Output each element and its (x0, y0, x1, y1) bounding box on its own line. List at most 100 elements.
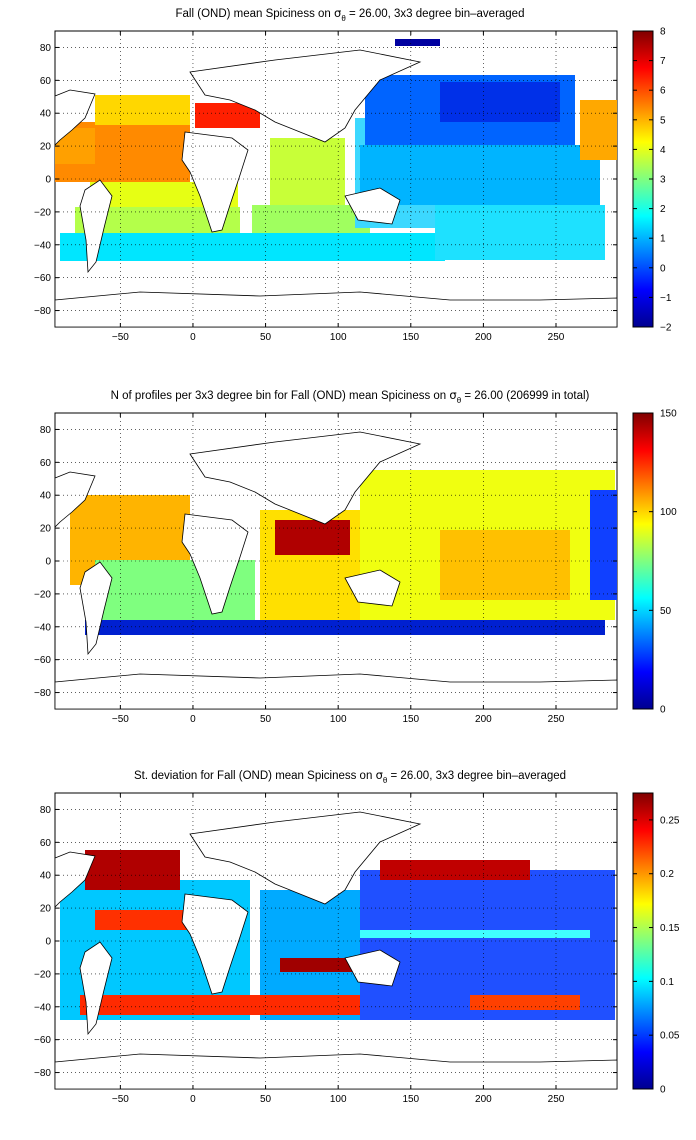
y-tick-label: 0 (45, 937, 51, 948)
field-pacific-north-core (440, 82, 560, 122)
colorbar-ticks: 0.25 0.2 0.15 0.1 0.05 0 (633, 815, 680, 1096)
x-tick-label: 0 (190, 714, 196, 725)
y-tick-label: 40 (40, 109, 52, 120)
y-tick-label: −60 (34, 655, 51, 666)
x-tick-label: 250 (548, 714, 565, 725)
field-atlantic-mid (95, 95, 190, 125)
colorbar-tick-label: 0.15 (660, 923, 680, 934)
field-indian-band (280, 958, 365, 972)
y-tick-label: 60 (40, 458, 52, 469)
y-tick-label: −20 (34, 207, 51, 218)
y-tick-label: −80 (34, 688, 51, 699)
x-tick-label: −50 (112, 714, 129, 725)
land-europe-asia (189, 49, 422, 143)
field-pacific-tropical (360, 145, 600, 205)
panel-profile-count: N of profiles per 3x3 degree bin for Fal… (34, 388, 677, 725)
field-indian-hotspot (275, 520, 350, 555)
x-tick-label: −50 (112, 332, 129, 343)
x-tick-label: 200 (475, 714, 492, 725)
colorbar-tick-label: 8 (660, 27, 666, 38)
x-tick-label: 250 (548, 1094, 565, 1105)
field-pacific-north-band (380, 860, 530, 880)
y-tick-label: −60 (34, 1035, 51, 1046)
field-atlantic-hotspot (85, 850, 180, 890)
panel-title: St. deviation for Fall (OND) mean Spicin… (134, 768, 566, 785)
y-tick-label: −40 (34, 1002, 51, 1013)
colorbar-tick-label: 1 (660, 234, 666, 245)
colorbar-tick-label: 50 (660, 606, 672, 617)
y-tick-label: 80 (40, 425, 52, 436)
y-axis: 80 60 40 20 0 −20 −40 −60 −80 (34, 425, 617, 699)
x-tick-label: −50 (112, 1094, 129, 1105)
field-pacific-east (580, 100, 617, 160)
y-tick-label: 80 (40, 43, 52, 54)
land-america (54, 89, 113, 274)
colorbar-tick-label: 150 (660, 409, 677, 420)
grid-lines (55, 31, 617, 327)
land-antarctica (54, 673, 618, 710)
colorbar-ticks: 8 7 6 5 4 3 2 1 0 −1 −2 (633, 27, 672, 334)
colorbar-tick-label: 0 (660, 1085, 666, 1096)
field-indian-north (270, 138, 345, 208)
panel-spiciness-mean: Fall (OND) mean Spiciness on σθ = 26.00,… (34, 6, 672, 343)
land-masks (54, 431, 618, 710)
y-tick-label: −60 (34, 273, 51, 284)
colorbar-tick-label: −1 (660, 293, 672, 304)
land-africa (181, 131, 249, 233)
field-arctic-bins (395, 39, 440, 46)
y-tick-label: −20 (34, 969, 51, 980)
x-tick-label: 100 (330, 332, 347, 343)
land-europe-asia (189, 811, 422, 905)
field-southern-band (60, 233, 445, 261)
panel-spiciness-std: St. deviation for Fall (OND) mean Spicin… (34, 768, 680, 1105)
y-tick-label: 40 (40, 871, 52, 882)
colorbar-tick-label: 4 (660, 145, 666, 156)
colorbar (632, 792, 654, 1090)
panel-title: N of profiles per 3x3 degree bin for Fal… (111, 388, 590, 405)
x-tick-label: 150 (402, 1094, 419, 1105)
x-tick-label: 200 (475, 332, 492, 343)
field-pacific-south-band (470, 995, 580, 1010)
y-tick-label: 0 (45, 175, 51, 186)
y-tick-label: 20 (40, 524, 52, 535)
x-tick-label: 100 (330, 1094, 347, 1105)
colorbar-tick-label: 100 (660, 507, 677, 518)
colorbar-tick-label: 0 (660, 263, 666, 274)
y-tick-label: 80 (40, 805, 52, 816)
y-tick-label: 60 (40, 76, 52, 87)
x-tick-label: 150 (402, 332, 419, 343)
x-tick-label: 0 (190, 332, 196, 343)
x-tick-label: 250 (548, 332, 565, 343)
y-tick-label: 0 (45, 557, 51, 568)
land-africa (181, 893, 249, 995)
colorbar-tick-label: 6 (660, 86, 666, 97)
land-masks (54, 49, 618, 328)
land-masks (54, 811, 618, 1090)
colorbar-tick-label: 7 (660, 56, 666, 67)
field-southern-band (85, 620, 605, 635)
colorbar-tick-label: 0.05 (660, 1031, 680, 1042)
y-tick-label: 60 (40, 838, 52, 849)
field-pacific-east (590, 490, 617, 600)
x-tick-label: 200 (475, 1094, 492, 1105)
colorbar-tick-label: 3 (660, 175, 666, 186)
colorbar-tick-label: 0.2 (660, 869, 674, 880)
x-tick-label: 50 (260, 1094, 272, 1105)
colorbar-tick-label: 5 (660, 115, 666, 126)
x-tick-label: 50 (260, 714, 272, 725)
y-tick-label: 20 (40, 142, 52, 153)
y-tick-label: −80 (34, 306, 51, 317)
colorbar-tick-label: 0 (660, 705, 666, 716)
land-antarctica (54, 291, 618, 328)
y-tick-label: −40 (34, 622, 51, 633)
y-tick-label: −80 (34, 1068, 51, 1079)
x-tick-label: 150 (402, 714, 419, 725)
y-tick-label: −20 (34, 589, 51, 600)
land-antarctica (54, 1053, 618, 1090)
y-tick-label: 20 (40, 904, 52, 915)
colorbar-ticks: 150 100 50 0 (633, 409, 677, 716)
colorbar-tick-label: 0.1 (660, 977, 674, 988)
land-america (54, 471, 113, 656)
x-axis: −50 0 50 100 150 200 250 (112, 31, 565, 343)
